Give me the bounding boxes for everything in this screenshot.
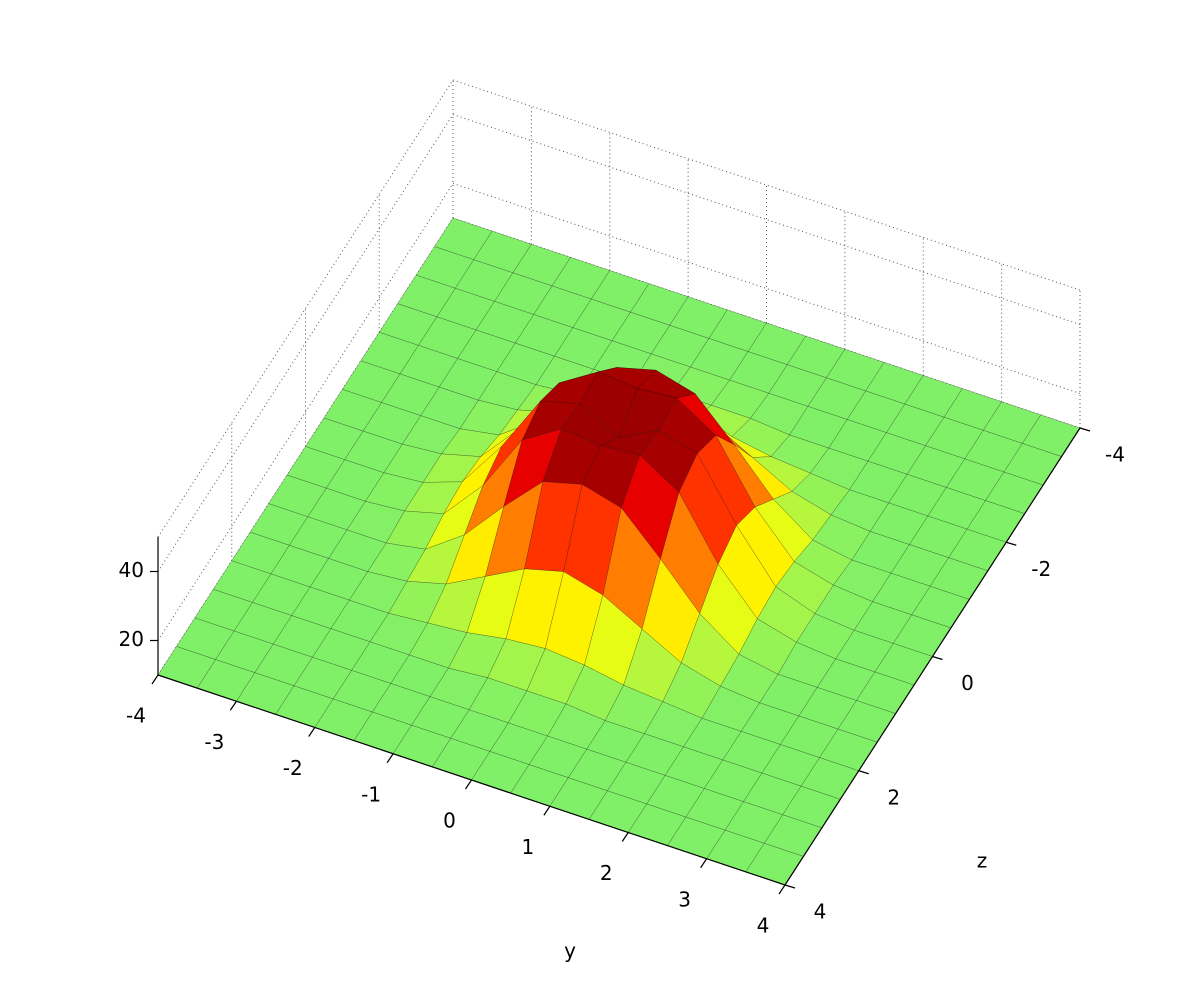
y-tick-label: 2 bbox=[887, 785, 900, 809]
y-tick-label: 0 bbox=[961, 671, 974, 695]
x-axis-label: y bbox=[564, 939, 576, 963]
x-tick-label: 1 bbox=[522, 835, 535, 859]
y-tick bbox=[1079, 427, 1091, 432]
x-tick bbox=[700, 858, 708, 869]
x-tick bbox=[308, 727, 316, 737]
x-tick bbox=[465, 779, 472, 790]
x-tick bbox=[621, 832, 629, 842]
y-tick-label: 4 bbox=[814, 900, 827, 924]
x-tick bbox=[543, 805, 551, 816]
x-tick bbox=[386, 753, 394, 764]
y-tick-label: -4 bbox=[1105, 443, 1125, 467]
x-tick-label: -1 bbox=[361, 782, 381, 806]
x-tick-label: -2 bbox=[283, 756, 303, 780]
y-tick-label: -2 bbox=[1031, 557, 1051, 581]
z-tick-label: 40 bbox=[119, 558, 144, 582]
x-tick-label: 2 bbox=[600, 861, 613, 885]
y-tick bbox=[784, 884, 796, 889]
y-tick bbox=[932, 655, 943, 661]
x-tick-label: 3 bbox=[678, 887, 691, 911]
y-tick bbox=[858, 770, 869, 775]
z-tick-label: 20 bbox=[119, 627, 144, 651]
x-tick-label: 4 bbox=[757, 914, 770, 938]
x-tick bbox=[229, 700, 237, 711]
x-tick-label: 0 bbox=[443, 809, 456, 833]
y-tick bbox=[1006, 541, 1017, 546]
x-tick-label: -4 bbox=[126, 704, 146, 728]
y-axis-label: z bbox=[977, 849, 988, 873]
x-tick bbox=[151, 674, 159, 685]
x-tick bbox=[778, 884, 786, 895]
x-tick-label: -3 bbox=[204, 730, 224, 754]
